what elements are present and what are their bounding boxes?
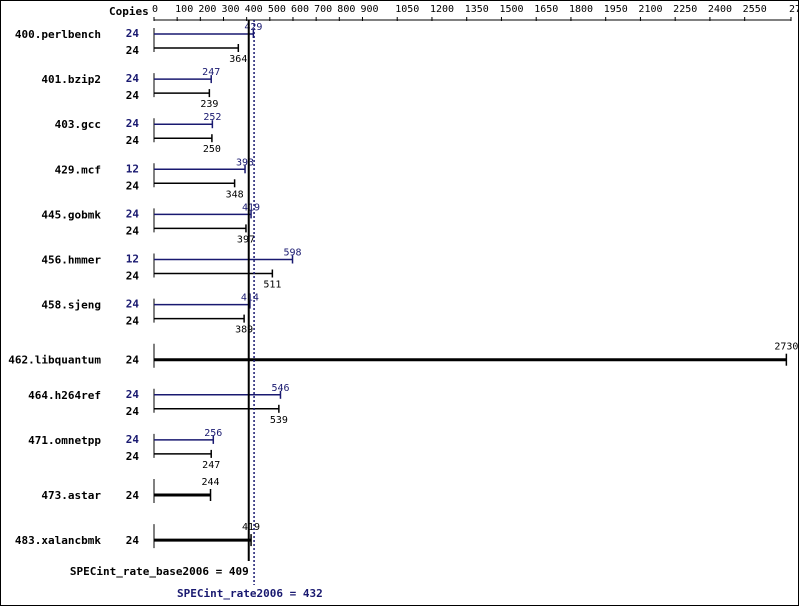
peak-value-label: 252 (203, 112, 221, 123)
base-copies-value: 24 (126, 179, 140, 192)
peak-copies-value: 24 (126, 433, 140, 446)
x-tick-label: 300 (221, 4, 239, 15)
peak-value-label: 393 (236, 157, 254, 168)
base-value-label: 539 (270, 415, 288, 426)
benchmark-label: 403.gcc (55, 118, 101, 131)
benchmark-label: 401.bzip2 (41, 73, 101, 86)
base-summary-label: SPECint_rate_base2006 = 409 (70, 565, 249, 578)
base-copies-value: 24 (126, 450, 140, 463)
base-value-label: 250 (203, 144, 221, 155)
x-tick-label: 0 (152, 4, 158, 15)
benchmark-label: 400.perlbench (15, 28, 101, 41)
peak-copies-value: 24 (126, 72, 140, 85)
x-tick-label: 1350 (465, 4, 489, 15)
peak-value-label: 546 (271, 383, 289, 394)
x-tick-label: 2250 (673, 4, 697, 15)
peak-copies-value: 24 (126, 27, 140, 40)
benchmark-label: 458.sjeng (41, 299, 101, 312)
x-tick-label: 2750 (789, 4, 798, 15)
peak-value-label: 419 (242, 202, 260, 213)
benchmark-label: 456.hmmer (41, 254, 101, 267)
x-tick-label: 100 (175, 4, 193, 15)
copies-value: 24 (126, 354, 140, 367)
x-tick-label: 2550 (743, 4, 767, 15)
x-tick-label: 1050 (395, 4, 419, 15)
x-tick-label: 600 (291, 4, 309, 15)
x-tick-label: 1500 (499, 4, 523, 15)
copies-value: 24 (126, 489, 140, 502)
benchmark-label: 429.mcf (55, 163, 101, 176)
x-tick-label: 1650 (534, 4, 558, 15)
peak-copies-value: 24 (126, 207, 140, 220)
base-value-label: 511 (263, 280, 281, 291)
benchmark-label: 464.h264ref (28, 389, 101, 402)
base-value-label: 348 (226, 189, 244, 200)
x-tick-label: 800 (337, 4, 355, 15)
peak-copies-value: 24 (126, 117, 140, 130)
x-tick-label: 1950 (604, 4, 628, 15)
x-tick-label: 2100 (638, 4, 662, 15)
base-value-label: 247 (202, 460, 220, 471)
peak-copies-value: 12 (126, 253, 139, 266)
peak-summary-label: SPECint_rate2006 = 432 (177, 587, 323, 600)
base-value-label: 397 (237, 234, 255, 245)
x-tick-label: 1800 (569, 4, 593, 15)
peak-value-label: 414 (241, 293, 259, 304)
benchmark-label: 483.xalancbmk (15, 534, 101, 547)
x-tick-label: 900 (360, 4, 378, 15)
combined-value-label: 244 (201, 477, 219, 488)
peak-copies-value: 24 (126, 298, 140, 311)
combined-value-label: 419 (242, 522, 260, 533)
benchmark-label: 462.libquantum (8, 354, 101, 367)
benchmark-label: 473.astar (41, 489, 101, 502)
base-copies-value: 24 (126, 315, 140, 328)
peak-copies-value: 24 (126, 388, 140, 401)
benchmark-label: 445.gobmk (41, 208, 101, 221)
peak-value-label: 429 (244, 22, 262, 33)
x-tick-label: 2400 (708, 4, 732, 15)
base-copies-value: 24 (126, 134, 140, 147)
copies-header: Copies (109, 5, 149, 18)
peak-value-label: 247 (202, 67, 220, 78)
base-copies-value: 24 (126, 89, 140, 102)
base-copies-value: 24 (126, 44, 140, 57)
base-copies-value: 24 (126, 270, 140, 283)
x-tick-label: 700 (314, 4, 332, 15)
base-value-label: 389 (235, 325, 253, 336)
base-copies-value: 24 (126, 224, 140, 237)
base-value-label: 239 (200, 99, 218, 110)
peak-value-label: 256 (204, 428, 222, 439)
x-tick-label: 500 (268, 4, 286, 15)
combined-value-label: 2730 (774, 342, 798, 353)
copies-value: 24 (126, 534, 140, 547)
x-tick-label: 400 (245, 4, 263, 15)
benchmark-label: 471.omnetpp (28, 434, 101, 447)
peak-value-label: 598 (283, 248, 301, 259)
base-value-label: 364 (229, 54, 247, 65)
peak-copies-value: 12 (126, 162, 139, 175)
x-tick-label: 1200 (430, 4, 454, 15)
x-tick-label: 200 (198, 4, 216, 15)
base-copies-value: 24 (126, 405, 140, 418)
